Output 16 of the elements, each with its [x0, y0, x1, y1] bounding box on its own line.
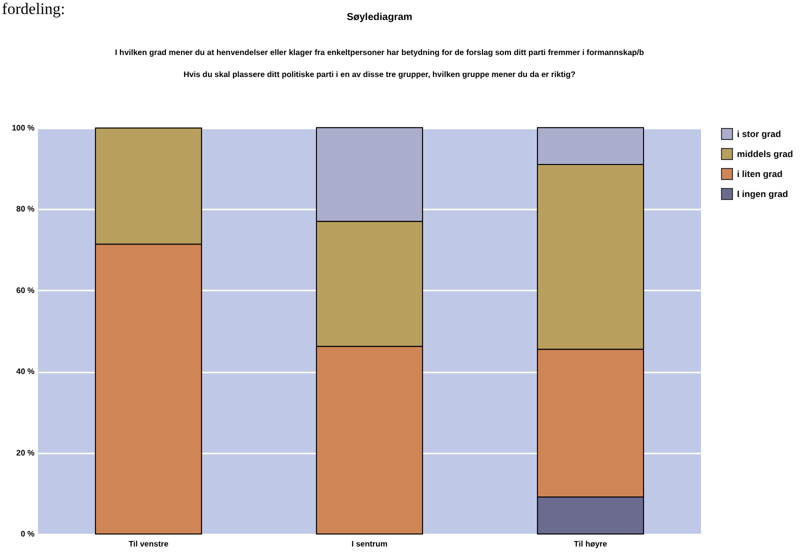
y-tick-label: 20 % [16, 448, 34, 458]
text: fordeling: [2, 1, 66, 18]
legend-label: I ingen grad [737, 189, 788, 199]
legend-label: i liten grad [737, 169, 783, 179]
y-tick-label: 60 % [16, 286, 34, 295]
x-tick-label: I sentrum [351, 540, 388, 548]
x-tick-label: Til høyre [574, 540, 608, 548]
legend-label: i stor grad [737, 129, 782, 139]
x-tick-label: Til venstre [128, 540, 169, 548]
y-tick-label: 40 % [16, 367, 34, 376]
chart-title: Søylediagram [346, 12, 412, 23]
y-tick-label: 80 % [16, 204, 34, 214]
y-tick-label: 0 % [20, 530, 34, 538]
y-tick-label: 100 % [12, 124, 34, 132]
text: I hvilken grad mener du at henvendelser eller klager fra enkeltpersoner har betydning for de forslag som ditt parti fremmer i formannskap/b Hvis du skal plassere ditt politiske parti i en av disse tre grupper, hvilken gruppe mener du da er riktig? [114, 48, 644, 79]
legend-label: middels grad [737, 149, 794, 159]
